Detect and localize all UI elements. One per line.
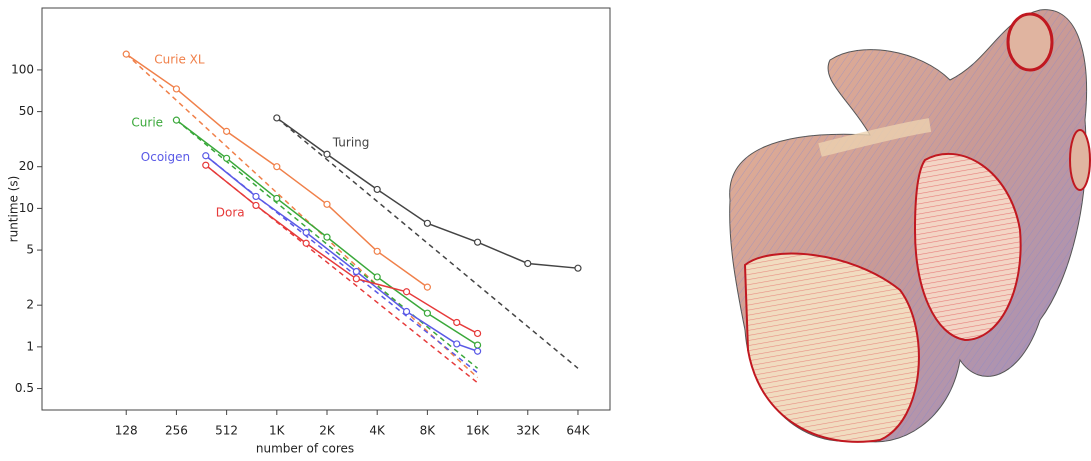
point	[473, 341, 482, 349]
point	[524, 259, 532, 268]
heart-render	[729, 9, 1091, 443]
point	[172, 116, 181, 124]
ideal-line	[125, 53, 479, 379]
x-tick-label: 64K	[566, 424, 590, 438]
point	[323, 233, 331, 241]
point	[373, 273, 381, 281]
series-label: Curie XL	[154, 53, 205, 67]
point	[323, 200, 331, 208]
point	[473, 329, 482, 338]
y-tick-label: 5	[26, 243, 34, 257]
x-tick-label: 512	[215, 424, 238, 438]
point	[252, 201, 260, 210]
y-axis-label: runtime (s)	[7, 176, 21, 243]
chart: number of cores runtime (s) 0.5 1 2 5 10 20 50…	[7, 7, 611, 456]
point	[402, 307, 411, 316]
series-label: Turing	[332, 135, 370, 149]
point	[473, 347, 482, 355]
series-line	[205, 155, 478, 352]
y-tick-label: 100	[11, 62, 34, 76]
point	[273, 114, 281, 122]
point	[302, 239, 310, 247]
x-tick-label: 4K	[369, 424, 386, 438]
y-tick-label: 2	[26, 298, 34, 312]
point	[373, 247, 381, 255]
point	[473, 238, 482, 246]
x-axis-label: number of cores	[256, 442, 354, 456]
plot-frame	[41, 7, 611, 411]
point	[402, 288, 411, 296]
point	[252, 192, 260, 201]
point	[273, 163, 281, 171]
y-tick-label: 0.5	[15, 381, 34, 395]
point	[122, 50, 130, 58]
point	[352, 275, 360, 283]
y-tick-label: 50	[19, 104, 34, 118]
point	[423, 219, 431, 227]
point	[423, 309, 431, 317]
point	[273, 194, 281, 203]
point	[453, 340, 461, 348]
ideal-line	[276, 117, 579, 369]
x-tick-label: 32K	[516, 424, 540, 438]
point	[172, 85, 181, 93]
x-tick-label: 16K	[466, 424, 490, 438]
point	[302, 228, 310, 237]
x-tick-label: 1K	[269, 424, 286, 438]
x-tick-label: 2K	[319, 424, 336, 438]
point	[453, 318, 461, 327]
y-tick-label: 1	[26, 339, 34, 353]
x-tick-label: 256	[165, 424, 188, 438]
point	[373, 185, 381, 194]
series-line	[125, 53, 428, 288]
point	[574, 264, 582, 272]
point	[352, 267, 360, 276]
point	[202, 161, 210, 169]
point	[323, 150, 331, 158]
series-label: Dora	[216, 206, 245, 220]
series-label: Curie	[131, 116, 163, 130]
point	[202, 152, 210, 160]
x-tick-label: 8K	[420, 424, 437, 438]
point	[223, 154, 231, 162]
point	[423, 283, 431, 291]
series-label: Ocoigen	[141, 150, 190, 164]
y-tick-label: 10	[19, 201, 34, 215]
y-tick-label: 20	[19, 159, 34, 173]
point	[223, 127, 231, 135]
x-tick-label: 128	[115, 424, 138, 438]
